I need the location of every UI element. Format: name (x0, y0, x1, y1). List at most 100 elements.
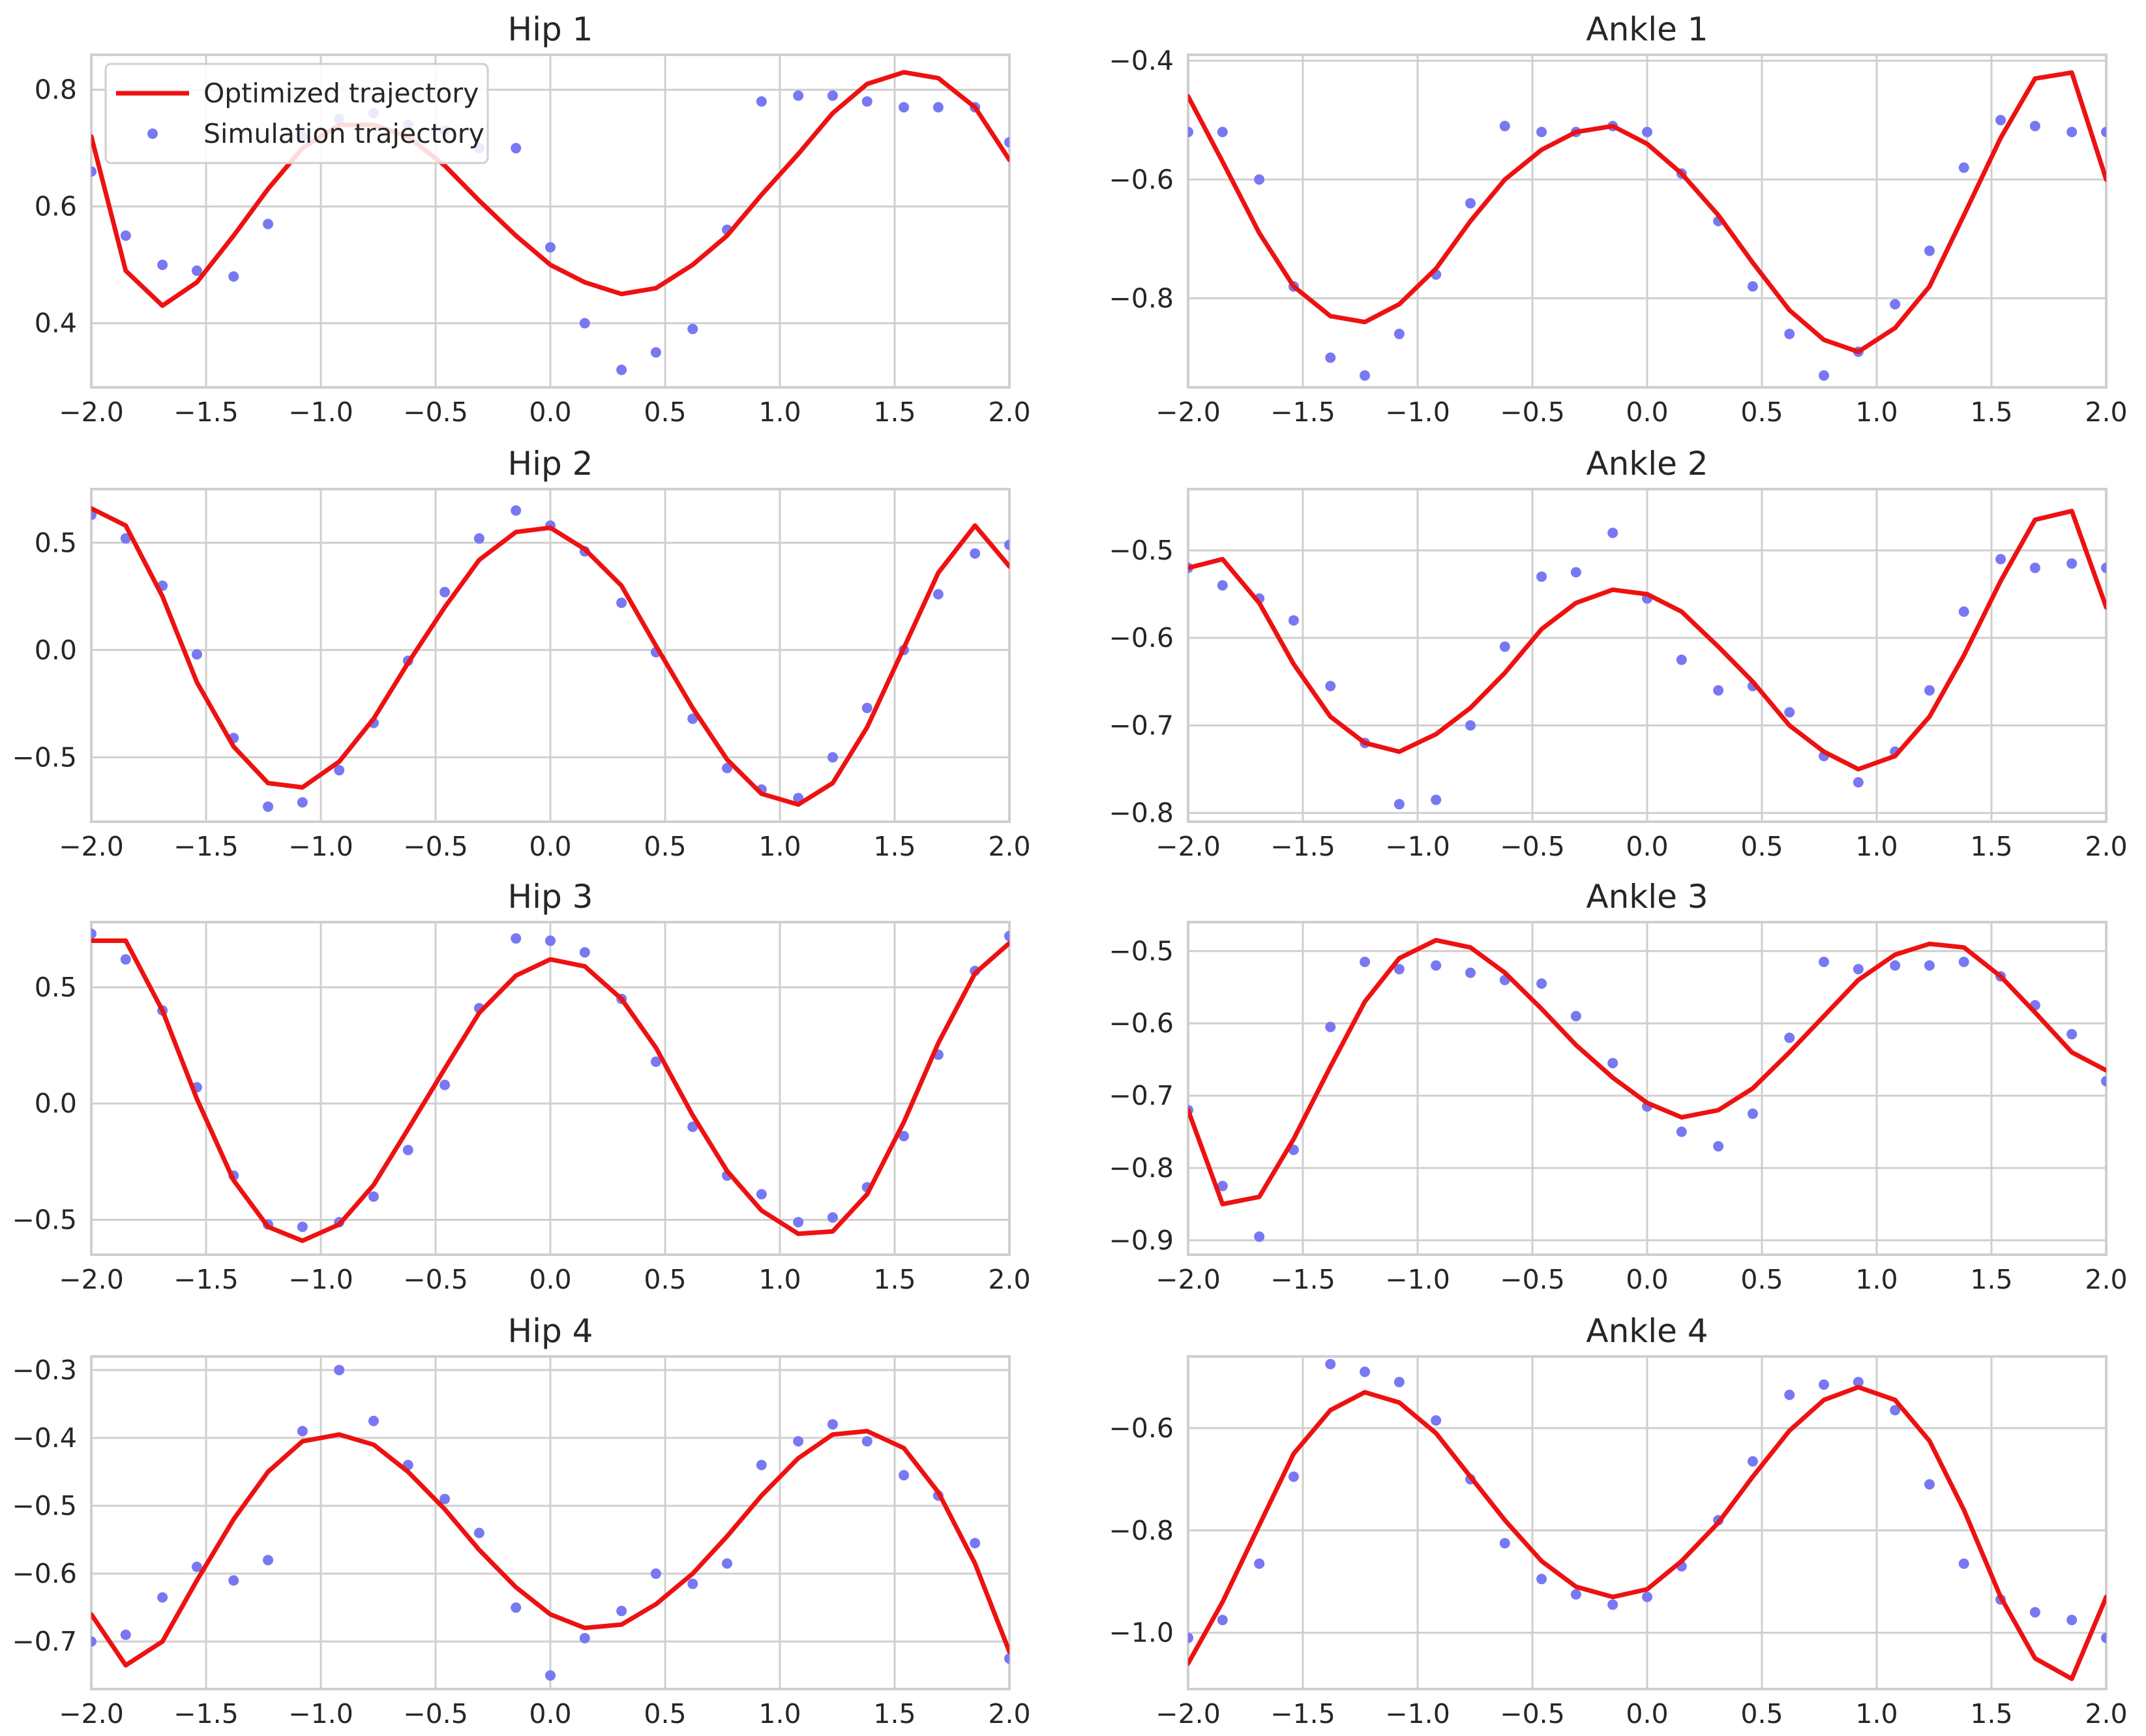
simulation-point (511, 143, 522, 154)
y-tick-label: −0.3 (12, 1354, 77, 1386)
simulation-point (1536, 127, 1547, 138)
subplot-4: −2.0 −1.5 −1.0 −0.5 0.0 0.5 1.0 1.5 2.0 −0.8 −0.7 −… (1109, 445, 2127, 862)
simulation-point (157, 260, 168, 271)
simulation-point (1004, 931, 1009, 942)
x-tick-label: 2.0 (988, 1264, 1030, 1295)
subplot-title: Hip 1 (508, 10, 593, 48)
simulation-point (511, 933, 522, 944)
x-tick-label: 0.0 (1626, 397, 1668, 428)
x-tick-label: −0.5 (1500, 397, 1565, 428)
simulation-point (1393, 329, 1405, 340)
data-layer (1188, 509, 2106, 810)
simulation-point (1499, 641, 1510, 652)
optimized-trajectory-line (91, 70, 1009, 308)
simulation-point (722, 762, 733, 773)
simulation-point (616, 597, 627, 608)
legend-label-optimized: Optimized trajectory (203, 78, 479, 109)
y-tick-label: 0.6 (35, 191, 77, 222)
simulation-point (1393, 799, 1405, 810)
x-tick-label: 1.5 (1970, 397, 2012, 428)
x-tick-label: 0.0 (1626, 831, 1668, 862)
simulation-point (970, 548, 981, 559)
simulation-point (2101, 127, 2106, 138)
x-tick-label: −1.5 (1270, 1698, 1335, 1729)
simulation-point (1360, 1366, 1371, 1377)
simulation-point (1747, 1108, 1758, 1119)
simulation-point (191, 649, 202, 660)
simulation-point (1254, 174, 1265, 185)
simulation-point (228, 271, 239, 282)
simulation-point (1465, 720, 1476, 731)
x-tick-label: −0.5 (403, 831, 468, 862)
simulation-point (2066, 558, 2078, 569)
y-tick-label: 0.5 (35, 527, 77, 558)
simulation-point (2101, 1075, 2106, 1086)
simulation-point (616, 365, 627, 376)
simulation-point (1890, 1405, 1901, 1416)
simulation-point (440, 586, 451, 597)
x-tick-label: −2.0 (1155, 831, 1221, 862)
y-tick-label: 0.8 (35, 74, 77, 106)
x-tick-label: 1.0 (1855, 1698, 1898, 1729)
simulation-point (2029, 1607, 2040, 1618)
x-tick-label: −1.0 (288, 397, 353, 428)
data-layer (1188, 938, 2106, 1242)
simulation-point (579, 318, 590, 329)
subplot-3: −2.0 −1.5 −1.0 −0.5 0.0 0.5 1.0 1.5 2.0 −0.5 0.0 0.… (12, 445, 1030, 862)
x-tick-label: 0.5 (644, 1264, 686, 1295)
data-layer (91, 1364, 1009, 1681)
simulation-point (263, 218, 274, 230)
simulation-point (368, 1415, 379, 1426)
simulation-point (827, 1419, 838, 1430)
simulation-point (1570, 1011, 1581, 1022)
simulation-point (1536, 1574, 1547, 1585)
simulation-point (1924, 960, 1935, 971)
simulation-point (1784, 1032, 1795, 1043)
x-tick-label: −0.5 (403, 1264, 468, 1295)
x-tick-label: −0.5 (1500, 831, 1565, 862)
simulation-point (722, 1558, 733, 1569)
simulation-point (1607, 528, 1618, 539)
x-tick-label: 1.0 (758, 1264, 801, 1295)
y-tick-label: −0.9 (1109, 1225, 1174, 1256)
x-tick-label: 1.5 (1970, 1264, 2012, 1295)
axes-frame (1187, 1355, 2108, 1690)
subplot-8: −2.0 −1.5 −1.0 −0.5 0.0 0.5 1.0 1.5 2.0 −1.0 −0.8 −… (1109, 1312, 2127, 1729)
simulation-point (861, 1436, 872, 1447)
axes-frame (1187, 488, 2108, 823)
simulation-point (1924, 245, 1935, 256)
y-tick-label: −0.5 (12, 741, 77, 773)
simulation-point (616, 1606, 627, 1617)
x-tick-label: −1.5 (1270, 831, 1335, 862)
simulation-point (1747, 1456, 1758, 1467)
simulation-point (1325, 680, 1336, 691)
y-tick-label: −0.5 (12, 1490, 77, 1521)
data-layer (1188, 70, 2106, 381)
simulation-point (545, 935, 556, 946)
data-layer (91, 505, 1009, 812)
simulation-point (334, 1364, 345, 1375)
x-tick-label: −0.5 (403, 1698, 468, 1729)
simulation-point (191, 265, 202, 277)
legend-point-swatch (147, 128, 158, 139)
x-tick-label: −2.0 (59, 831, 124, 862)
simulation-point (1642, 1591, 1652, 1602)
legend-box (104, 63, 489, 164)
simulation-point (899, 1131, 910, 1142)
simulation-point (1747, 281, 1758, 292)
simulation-point (1784, 707, 1795, 718)
subplot-2: −2.0 −1.5 −1.0 −0.5 0.0 0.5 1.0 1.5 2.0 −0.8 −0.6 −… (1109, 10, 2127, 428)
y-tick-label: −0.6 (1109, 1008, 1174, 1039)
x-tick-label: 0.5 (644, 397, 686, 428)
simulation-point (1431, 960, 1442, 971)
x-tick-label: 1.0 (758, 1698, 801, 1729)
simulation-point (827, 1212, 838, 1223)
x-tick-label: −1.5 (173, 397, 239, 428)
x-tick-label: −1.0 (288, 1698, 353, 1729)
simulation-point (932, 589, 944, 600)
simulation-point (545, 1670, 556, 1681)
optimized-trajectory-line (1188, 70, 2106, 354)
simulation-point (2066, 1028, 2078, 1040)
y-tick-label: −0.7 (1109, 710, 1174, 741)
